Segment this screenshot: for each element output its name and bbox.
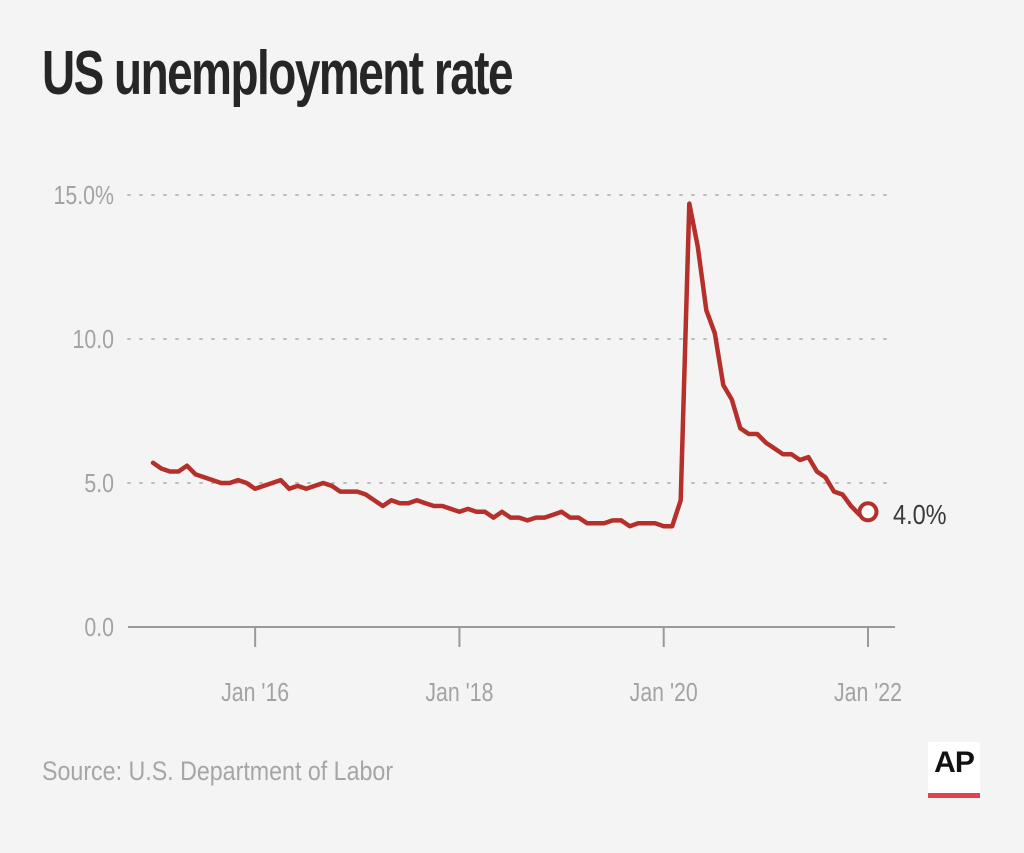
end-value-label: 4.0% (893, 500, 947, 530)
chart-title: US unemployment rate (42, 39, 514, 108)
axes (128, 626, 895, 647)
labels: 15.0% 10.0 5.0 0.0 Jan '16 Jan '18 Jan '20 Jan … (54, 181, 947, 708)
y-tick-label: 10.0 (73, 325, 114, 355)
ap-logo-text: AP (934, 746, 975, 779)
y-tick-label: 0.0 (84, 613, 114, 643)
x-tick-label: Jan '16 (221, 678, 289, 708)
ap-logo-accent-bar (928, 793, 980, 798)
grid-lines (127, 194, 896, 484)
series-layer (150, 201, 879, 529)
y-tick-label: 5.0 (84, 469, 114, 499)
unemployment-rate-line (150, 201, 871, 529)
x-tick-label: Jan '20 (630, 678, 698, 708)
y-tick-label: 15.0% (54, 181, 114, 211)
x-tick-label: Jan '18 (425, 678, 493, 708)
ap-logo: AP (928, 742, 980, 798)
source-note: Source: U.S. Department of Labor (42, 756, 394, 786)
end-point-marker (857, 501, 879, 523)
x-tick-label: Jan '22 (834, 678, 902, 708)
